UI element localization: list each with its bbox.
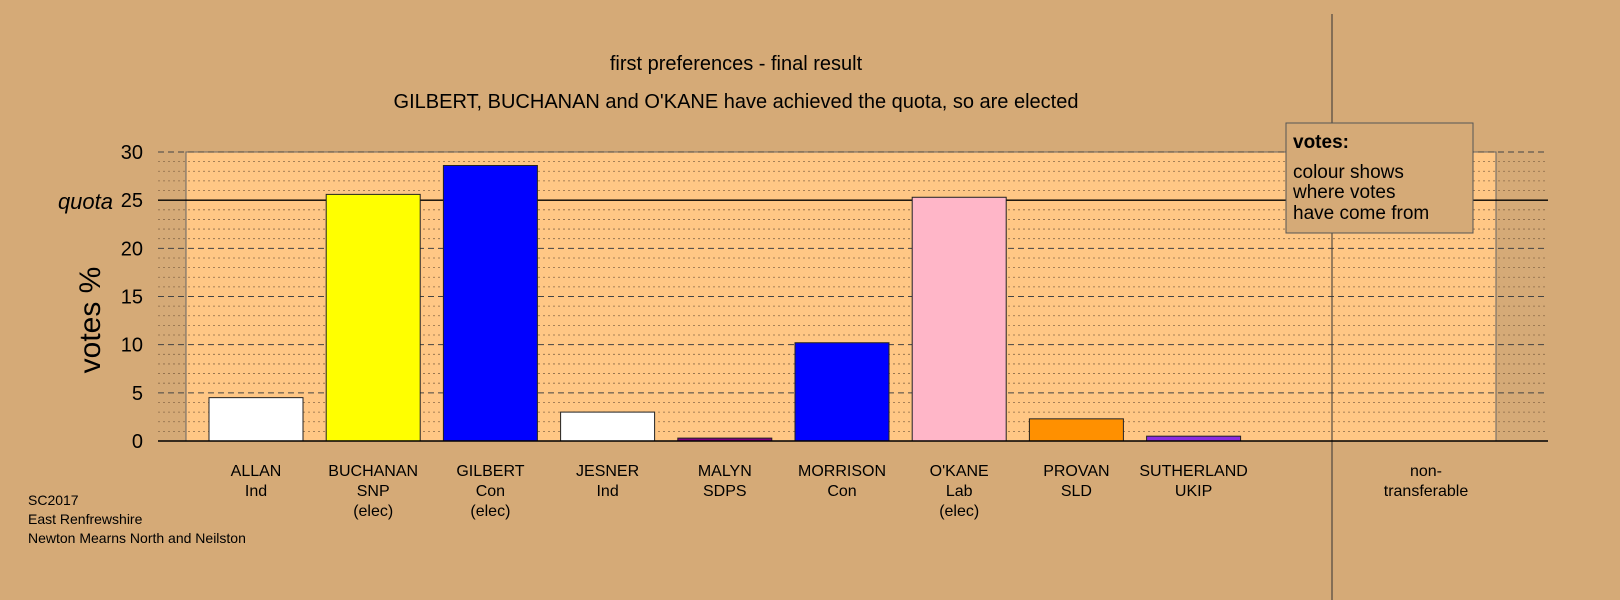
candidate-name: ALLAN: [231, 463, 282, 480]
candidate-party: Con: [827, 483, 856, 500]
legend-box: [1285, 122, 1474, 234]
credit-line-2: East Renfrewshire: [28, 511, 143, 527]
candidate-party: Lab: [946, 483, 973, 500]
chart-title: first preferences - final result: [610, 53, 863, 75]
candidate-name: JESNER: [576, 463, 639, 480]
y-axis: 0 5 10 15 20 25 30 quota: [58, 14, 1548, 600]
candidate-party: Ind: [245, 483, 267, 500]
legend: votes: colour shows where votes have com…: [1285, 122, 1474, 234]
candidate-name: O'KANE: [930, 463, 989, 480]
candidate-status: (elec): [353, 503, 393, 520]
legend-line-2: where votes: [1292, 182, 1395, 203]
y-tick-label: 5: [132, 383, 143, 405]
bar-gilbert: [442, 164, 538, 442]
candidate-party: SDPS: [703, 483, 747, 500]
candidate-party: Con: [476, 483, 505, 500]
credit-line-3: Newton Mearns North and Neilston: [28, 530, 246, 546]
candidate-party: SNP: [357, 483, 390, 500]
candidate-name: MORRISON: [798, 463, 886, 480]
credits: SC2017 East Renfrewshire Newton Mearns N…: [28, 492, 246, 546]
y-tick-label: 20: [121, 238, 143, 260]
bars: [208, 164, 1242, 442]
credit-line-1: SC2017: [28, 492, 79, 508]
bar-morrison: [794, 342, 890, 442]
y-tick-label: 15: [121, 287, 143, 309]
chart-subtitle: GILBERT, BUCHANAN and O'KANE have achiev…: [394, 91, 1079, 113]
bar-buchanan: [325, 193, 421, 442]
bar-allan: [208, 397, 304, 442]
candidate-name: PROVAN: [1043, 463, 1109, 480]
y-tick-label: 0: [132, 431, 143, 453]
bar-okane: [911, 196, 1007, 442]
candidate-status: (elec): [470, 503, 510, 520]
candidate-party: UKIP: [1175, 483, 1212, 500]
non-transferable-label: transferable: [1384, 483, 1469, 500]
y-tick-label: 25: [121, 190, 143, 212]
category-labels: ALLAN Ind BUCHANAN SNP (elec) GILBERT Con (elec…: [231, 463, 1469, 520]
candidate-name: BUCHANAN: [328, 463, 418, 480]
candidate-party: Ind: [596, 483, 618, 500]
legend-line-1: colour shows: [1293, 162, 1404, 183]
bar-provan: [1028, 418, 1124, 442]
candidate-party: SLD: [1061, 483, 1092, 500]
candidate-name: SUTHERLAND: [1139, 463, 1247, 480]
y-tick-label: 30: [121, 142, 143, 164]
candidate-status: (elec): [939, 503, 979, 520]
bar-jesner: [560, 411, 656, 442]
legend-title: votes:: [1293, 132, 1349, 153]
candidate-name: GILBERT: [456, 463, 524, 480]
quota-label: quota: [58, 189, 113, 214]
y-tick-label: 10: [121, 335, 143, 357]
candidate-name: MALYN: [698, 463, 752, 480]
y-axis-label: votes %: [74, 267, 107, 374]
legend-line-3: have come from: [1293, 203, 1429, 224]
non-transferable-label: non-: [1410, 463, 1442, 480]
